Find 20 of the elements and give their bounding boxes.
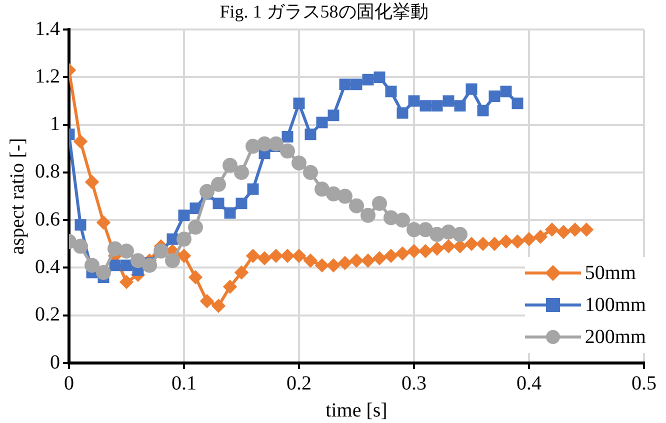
- y-tick-label: 1.2: [35, 65, 60, 88]
- x-tick-label: 0.2: [286, 372, 312, 394]
- legend-label: 50mm: [584, 262, 636, 284]
- legend-label: 100mm: [584, 294, 646, 316]
- x-tick-label: 0.5: [632, 372, 656, 394]
- y-tick-label: 0.6: [35, 208, 60, 230]
- y-tick-label: 0.8: [35, 160, 60, 183]
- x-tick-label: 0: [64, 372, 74, 394]
- y-tick-label: 0.2: [35, 304, 60, 326]
- y-axis-title: aspect ratio [-]: [6, 138, 28, 255]
- y-tick-label: 0.4: [35, 256, 60, 278]
- x-tick-label: 0.4: [516, 372, 542, 394]
- y-tick-label: 1.4: [35, 18, 60, 40]
- x-tick-label: 0.3: [402, 372, 426, 394]
- y-tick-label: 0: [50, 351, 60, 374]
- x-axis-title: time [s]: [326, 399, 388, 422]
- legend-label: 200mm: [584, 326, 646, 348]
- x-tick-label: 0.1: [172, 372, 196, 394]
- chart-title: Fig. 1 ガラス58の固化挙動: [220, 2, 428, 22]
- y-tick-label: 1: [50, 113, 60, 136]
